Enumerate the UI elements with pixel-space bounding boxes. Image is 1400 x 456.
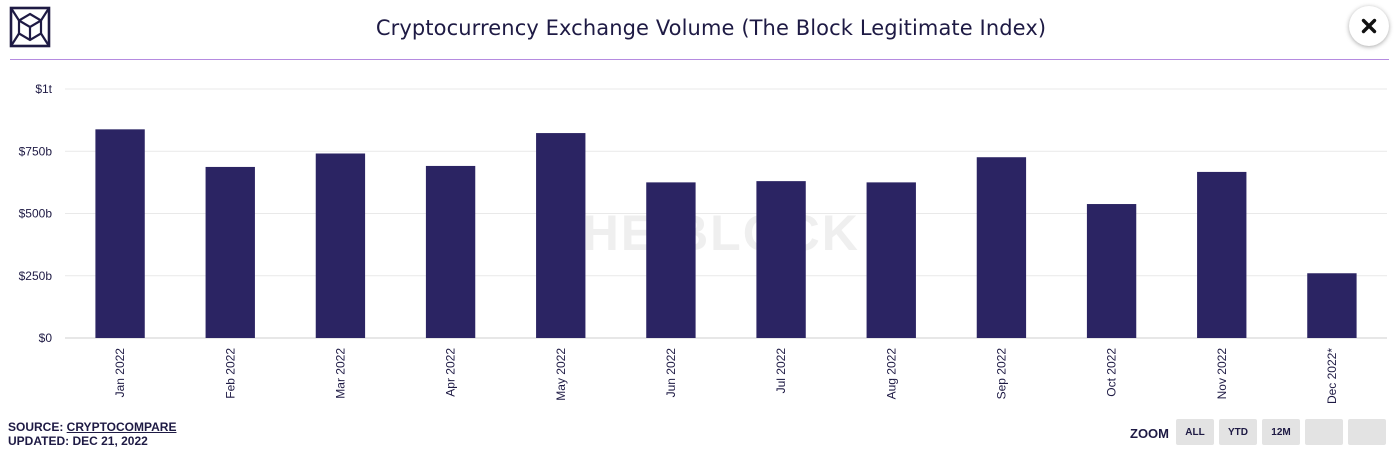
bar [536, 133, 586, 338]
x-tick-label: Nov 2022 [1215, 348, 1229, 400]
x-tick-label: Apr 2022 [444, 348, 458, 397]
x-tick-label: Dec 2022* [1325, 348, 1339, 404]
close-icon [1361, 18, 1377, 34]
bar [646, 182, 696, 338]
header-divider [10, 59, 1389, 60]
y-tick-label: $500b [19, 207, 53, 221]
chart-title: Cryptocurrency Exchange Volume (The Bloc… [375, 16, 1047, 40]
close-button[interactable] [1349, 6, 1389, 46]
updated-date: UPDATED: DEC 21, 2022 [8, 434, 148, 448]
x-tick-label: Aug 2022 [884, 348, 898, 400]
x-tick-label: Mar 2022 [333, 348, 347, 399]
source-link[interactable]: CRYPTOCOMPARE [66, 420, 177, 434]
bar-chart: THE BLOCK $0 $250b $500b $750b $1t Jan 2022 Feb… [19, 82, 1387, 404]
bar [1307, 273, 1357, 338]
zoom-label: ZOOM [1130, 426, 1169, 441]
y-tick-label: $250b [19, 269, 53, 283]
bar [95, 129, 145, 338]
x-tick-label: May 2022 [554, 348, 568, 401]
bar [315, 153, 366, 338]
bar [1086, 204, 1137, 338]
bar [1197, 171, 1247, 338]
bar [205, 166, 255, 338]
x-tick-label: Oct 2022 [1105, 348, 1119, 397]
zoom-ytd-button[interactable]: YTD [1219, 419, 1257, 445]
bar [866, 182, 916, 338]
x-tick-label: Jul 2022 [774, 348, 788, 394]
x-tick-label: Jun 2022 [664, 348, 678, 398]
zoom-extra-button-2[interactable] [1348, 419, 1386, 445]
zoom-all-button[interactable]: ALL [1176, 419, 1214, 445]
the-block-logo [9, 6, 51, 48]
zoom-extra-button-1[interactable] [1305, 419, 1343, 445]
source-note: SOURCE: CRYPTOCOMPARE UPDATED: DEC 21, 2… [8, 420, 176, 448]
bar [425, 165, 476, 338]
x-tick-label: Sep 2022 [994, 348, 1008, 400]
source-prefix: SOURCE: [8, 420, 67, 434]
watermark-text: THE BLOCK [550, 205, 860, 261]
x-tick-label: Feb 2022 [223, 348, 237, 399]
bar [976, 157, 1027, 338]
x-tick-label: Jan 2022 [113, 348, 127, 398]
y-tick-label: $0 [39, 331, 53, 345]
bar [756, 181, 806, 338]
zoom-12m-button[interactable]: 12M [1262, 419, 1300, 445]
y-tick-label: $1t [35, 82, 52, 96]
y-tick-label: $750b [19, 144, 53, 158]
